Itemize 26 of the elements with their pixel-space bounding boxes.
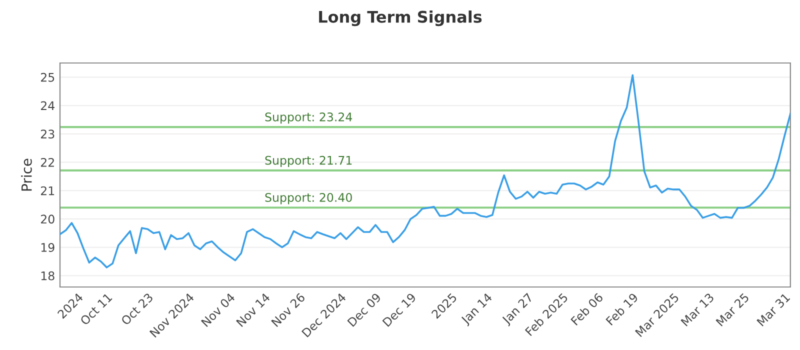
y-tick-label: 21 — [40, 186, 54, 196]
x-tick-label: Nov 04 — [200, 292, 236, 328]
line-series — [60, 74, 790, 268]
y-tick-label: 25 — [40, 72, 54, 82]
y-tick-label: 23 — [40, 130, 54, 139]
x-tick-label: Feb 06 — [570, 292, 604, 326]
ref-line-label: Support: 20.40 — [265, 192, 352, 204]
x-tick-label: Nov 14 — [236, 292, 271, 328]
x-tick-label: Mar 31 — [756, 292, 790, 327]
x-tick-label: Oct 23 — [120, 292, 154, 326]
y-axis-title: Price — [21, 158, 32, 191]
x-tick-label: Dec 19 — [382, 292, 416, 327]
x-tick-label: Dec 09 — [347, 292, 382, 327]
ref-line-label: Support: 21.71 — [265, 156, 352, 168]
x-tick-label: Jan 14 — [460, 292, 494, 326]
y-tick-label: 20 — [40, 214, 54, 224]
x-tick-label: Mar 25 — [716, 292, 750, 327]
y-tick-label: 24 — [40, 101, 54, 110]
y-tick-label: 22 — [40, 158, 54, 167]
ref-line-label: Support: 23.24 — [265, 112, 352, 124]
x-tick-label: Nov 26 — [270, 292, 306, 328]
y-tick-label: 19 — [41, 243, 54, 252]
x-tick-label: Feb 19 — [605, 292, 639, 326]
y-tick-label: 18 — [41, 271, 54, 280]
x-tick-label: Mar 13 — [680, 292, 714, 327]
chart-title: Long Term Signals — [319, 10, 482, 26]
